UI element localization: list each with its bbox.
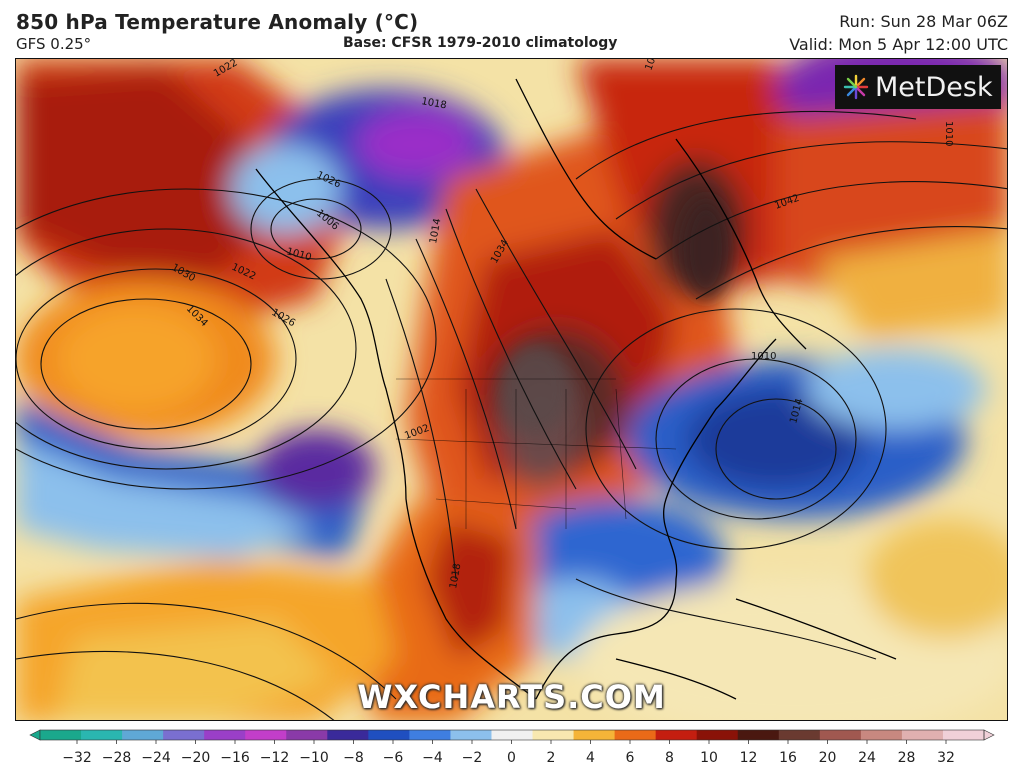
colorbar-tick-label: 12 xyxy=(740,750,758,766)
climatology-base-label: Base: CFSR 1979-2010 climatology xyxy=(343,35,618,51)
colorbar-swatch xyxy=(696,730,739,740)
colorbar-tick-label: 2 xyxy=(547,750,556,766)
colorbar-tick-label: 10 xyxy=(700,750,718,766)
colorbar-swatches xyxy=(29,729,995,741)
colorbar-max-arrow xyxy=(983,729,995,741)
colorbar-tick-label: 16 xyxy=(779,750,797,766)
isobar-label: 1010 xyxy=(751,351,776,362)
anomaly-map: 1022 1018 1026 1010 1006 1030 1022 1026 1034 1014… xyxy=(15,58,1008,721)
colorbar-tick-label: 24 xyxy=(858,750,876,766)
isobar-label: 1010 xyxy=(943,121,954,146)
colorbar-tick-label: 32 xyxy=(937,750,955,766)
colorbar-tick-label: 4 xyxy=(586,750,595,766)
isobar-label: 1018 xyxy=(420,96,447,111)
colorbar-swatch xyxy=(491,730,534,740)
colorbar-swatch xyxy=(286,730,328,740)
colorbar-swatch xyxy=(122,730,164,740)
colorbar-swatch xyxy=(778,730,821,740)
colorbar-swatch xyxy=(737,730,780,740)
isobar-label: 1014 xyxy=(428,218,443,245)
chart-title: 850 hPa Temperature Anomaly (°C) xyxy=(16,10,419,34)
colorbar-tick-label: 20 xyxy=(819,750,837,766)
colorbar-tick-label: 0 xyxy=(507,750,516,766)
metdesk-logo: MetDesk xyxy=(835,65,1001,109)
run-time-label: Run: Sun 28 Mar 06Z xyxy=(839,12,1008,31)
colorbar-swatch xyxy=(655,730,698,740)
valid-time-label: Valid: Mon 5 Apr 12:00 UTC xyxy=(789,35,1008,54)
colorbar-tick-label: −4 xyxy=(422,750,443,766)
colorbar-tick-label: −28 xyxy=(102,750,132,766)
colorbar-tick-label: −20 xyxy=(181,750,211,766)
colorbar-swatch xyxy=(614,730,657,740)
colorbar-swatch xyxy=(901,730,944,740)
logo-text: MetDesk xyxy=(875,71,993,103)
colorbar-swatch xyxy=(81,730,123,740)
colorbar-swatch xyxy=(450,730,492,740)
colorbar-swatch xyxy=(368,730,410,740)
colorbar-swatch xyxy=(860,730,903,740)
wxcharts-watermark: WXCHARTS.COM xyxy=(357,678,666,716)
colorbar-swatch xyxy=(204,730,246,740)
colorbar-tick-label: −12 xyxy=(260,750,290,766)
colorbar-tick-label: −24 xyxy=(141,750,171,766)
coastlines xyxy=(255,78,897,700)
colorbar-swatch xyxy=(327,730,369,740)
colorbar-swatch xyxy=(532,730,575,740)
colorbar-tick-label: 6 xyxy=(626,750,635,766)
colorbar-swatch xyxy=(819,730,862,740)
colorbar-tick-label: −8 xyxy=(343,750,364,766)
colorbar-swatch xyxy=(40,730,82,740)
colorbar-swatch xyxy=(573,730,616,740)
colorbar-tick-label: 8 xyxy=(665,750,674,766)
colorbar-legend: −32 −28 −24 −20 −16 −12 −10 −8 −6 −4 −2 0 2 4 6 8 10 12 16… xyxy=(29,729,995,766)
colorbar-tick-label: −6 xyxy=(383,750,404,766)
colorbar-tick-label: −16 xyxy=(220,750,250,766)
colorbar-tick-label: −10 xyxy=(299,750,329,766)
colorbar-min-arrow xyxy=(29,729,41,741)
colorbar-tick-label: 28 xyxy=(898,750,916,766)
colorbar-swatch xyxy=(942,730,985,740)
colorbar-swatch xyxy=(245,730,287,740)
isobar-label: 1018 xyxy=(448,563,463,590)
colorbar-tick-label: −32 xyxy=(62,750,92,766)
model-label: GFS 0.25° xyxy=(16,35,92,53)
colorbar-ticks: −32 −28 −24 −20 −16 −12 −10 −8 −6 −4 −2 0 2 4 6 8 10 12 16… xyxy=(62,740,955,766)
colorbar-tick-label: −2 xyxy=(462,750,483,766)
colorbar-swatch xyxy=(163,730,205,740)
borders xyxy=(395,378,677,529)
colorbar-swatch xyxy=(409,730,451,740)
starburst-icon xyxy=(843,74,869,100)
